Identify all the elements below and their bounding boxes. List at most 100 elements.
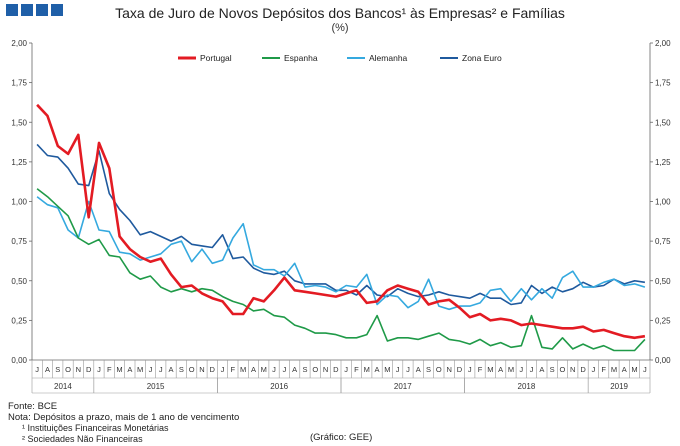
month-tick-label: N bbox=[323, 365, 328, 374]
month-tick-label: J bbox=[149, 365, 153, 374]
month-tick-label: M bbox=[487, 365, 493, 374]
month-tick-label: A bbox=[127, 365, 132, 374]
year-label: 2017 bbox=[394, 382, 412, 391]
y-tick-label-left: 0,50 bbox=[11, 277, 27, 286]
month-tick-label: N bbox=[76, 365, 81, 374]
month-tick-label: J bbox=[97, 365, 101, 374]
gee-logo bbox=[6, 4, 63, 16]
month-tick-label: O bbox=[189, 365, 195, 374]
month-tick-label: J bbox=[406, 365, 410, 374]
month-tick-label: S bbox=[550, 365, 555, 374]
month-tick-label: D bbox=[210, 365, 216, 374]
y-tick-label-right: 0,75 bbox=[655, 237, 671, 246]
month-tick-label: M bbox=[611, 365, 617, 374]
year-label: 2019 bbox=[610, 382, 628, 391]
y-tick-label-left: 0,25 bbox=[11, 316, 27, 325]
series-line-portugal bbox=[36, 103, 646, 340]
month-tick-label: O bbox=[560, 365, 566, 374]
month-tick-label: A bbox=[45, 365, 50, 374]
month-tick-label: M bbox=[137, 365, 143, 374]
month-tick-label: O bbox=[65, 365, 71, 374]
month-tick-label: M bbox=[116, 365, 122, 374]
month-tick-label: J bbox=[643, 365, 647, 374]
month-tick-label: J bbox=[344, 365, 348, 374]
chart-unit: (%) bbox=[331, 22, 349, 34]
month-tick-label: J bbox=[396, 365, 400, 374]
series-line-espanha bbox=[36, 188, 646, 352]
month-tick-label: F bbox=[107, 365, 112, 374]
footnote-1: ¹ Instituições Financeiras Monetárias bbox=[22, 423, 169, 433]
y-tick-label-left: 1,00 bbox=[11, 198, 27, 207]
month-tick-label: N bbox=[570, 365, 575, 374]
general-note: Nota: Depósitos a prazo, mais de 1 ano d… bbox=[8, 411, 240, 423]
month-tick-label: N bbox=[446, 365, 451, 374]
month-tick-label: J bbox=[221, 365, 225, 374]
y-tick-label-right: 0,00 bbox=[655, 356, 671, 365]
y-tick-label-right: 0,25 bbox=[655, 316, 671, 325]
chart-credit: (Gráfico: GEE) bbox=[310, 432, 373, 443]
y-tick-label-right: 1,75 bbox=[655, 79, 671, 88]
y-tick-label-right: 0,50 bbox=[655, 277, 671, 286]
month-tick-label: S bbox=[55, 365, 60, 374]
month-tick-label: J bbox=[159, 365, 163, 374]
month-tick-label: J bbox=[591, 365, 595, 374]
month-tick-label: J bbox=[530, 365, 534, 374]
legend-label: Alemanha bbox=[369, 53, 408, 63]
chart-notes: Fonte: BCE Nota: Depósitos a prazo, mais… bbox=[8, 401, 240, 444]
month-tick-label: A bbox=[251, 365, 256, 374]
month-tick-label: J bbox=[468, 365, 472, 374]
legend-label: Espanha bbox=[284, 53, 318, 63]
month-tick-label: A bbox=[375, 365, 380, 374]
month-tick-label: D bbox=[457, 365, 463, 374]
y-tick-label-right: 1,00 bbox=[655, 198, 671, 207]
y-tick-label-left: 1,75 bbox=[11, 79, 27, 88]
month-tick-label: J bbox=[35, 365, 39, 374]
y-tick-label-left: 1,25 bbox=[11, 158, 27, 167]
y-tick-label-right: 1,50 bbox=[655, 118, 671, 127]
month-tick-label: O bbox=[436, 365, 442, 374]
series-line-alemanha bbox=[36, 196, 646, 311]
y-tick-label-left: 0,00 bbox=[11, 356, 27, 365]
month-tick-label: S bbox=[426, 365, 431, 374]
month-tick-label: J bbox=[272, 365, 276, 374]
month-tick-label: J bbox=[282, 365, 286, 374]
y-tick-label-right: 1,25 bbox=[655, 158, 671, 167]
month-tick-label: F bbox=[601, 365, 606, 374]
series-line-zona-euro bbox=[36, 143, 646, 306]
month-tick-label: D bbox=[333, 365, 339, 374]
y-tick-label-left: 1,50 bbox=[11, 118, 27, 127]
month-tick-label: M bbox=[384, 365, 390, 374]
year-label: 2014 bbox=[54, 382, 72, 391]
month-tick-label: F bbox=[231, 365, 236, 374]
month-tick-label: A bbox=[498, 365, 503, 374]
month-tick-label: A bbox=[292, 365, 297, 374]
month-tick-label: F bbox=[354, 365, 359, 374]
y-tick-label-right: 2,00 bbox=[655, 39, 671, 48]
legend-label: Portugal bbox=[200, 53, 232, 63]
year-label: 2018 bbox=[518, 382, 536, 391]
y-tick-label-left: 0,75 bbox=[11, 237, 27, 246]
month-tick-label: D bbox=[86, 365, 92, 374]
month-tick-label: M bbox=[364, 365, 370, 374]
month-tick-label: D bbox=[580, 365, 586, 374]
month-tick-label: M bbox=[508, 365, 514, 374]
month-tick-label: A bbox=[622, 365, 627, 374]
footnote-2: ² Sociedades Não Financeiras bbox=[22, 433, 143, 444]
source-note: Fonte: BCE bbox=[8, 401, 58, 412]
month-tick-label: A bbox=[416, 365, 421, 374]
y-tick-label-left: 2,00 bbox=[11, 39, 27, 48]
month-tick-label: F bbox=[478, 365, 483, 374]
legend-label: Zona Euro bbox=[462, 53, 502, 63]
month-tick-label: M bbox=[261, 365, 267, 374]
month-tick-label: S bbox=[302, 365, 307, 374]
year-label: 2015 bbox=[147, 382, 165, 391]
month-tick-label: M bbox=[240, 365, 246, 374]
month-tick-label: O bbox=[312, 365, 318, 374]
month-tick-label: A bbox=[169, 365, 174, 374]
chart-title: Taxa de Juro de Novos Depósitos dos Banc… bbox=[115, 5, 565, 21]
month-tick-label: S bbox=[179, 365, 184, 374]
month-tick-label: N bbox=[199, 365, 204, 374]
year-label: 2016 bbox=[270, 382, 288, 391]
month-tick-label: M bbox=[631, 365, 637, 374]
